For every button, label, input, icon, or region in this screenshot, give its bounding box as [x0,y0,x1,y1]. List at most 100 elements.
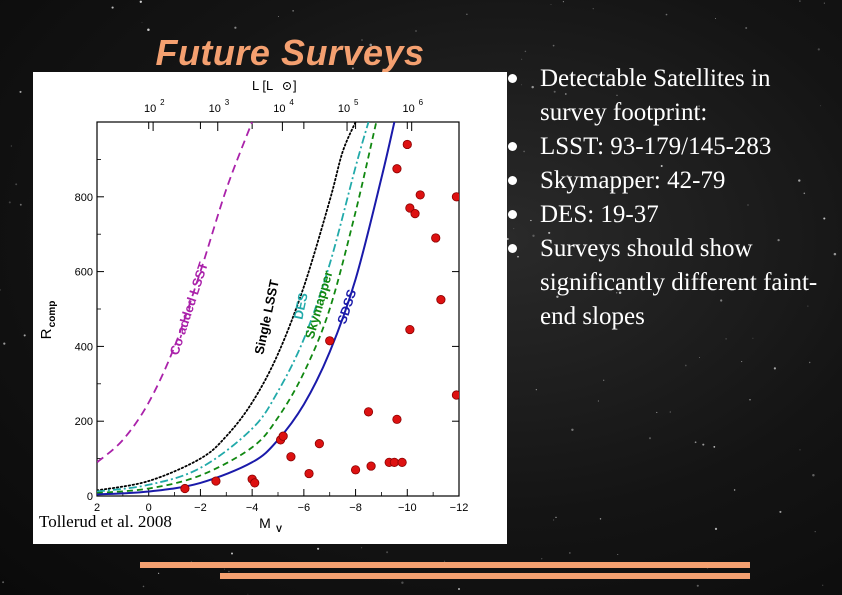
star [361,547,363,549]
star [566,174,569,178]
data-point [250,478,260,488]
star [648,437,652,440]
x-tick-label: −10 [398,502,417,514]
top-tick-label: 10 [144,103,156,115]
data-point [211,476,221,486]
bullet-item: LSST: 93-179/145-283 [508,130,842,164]
data-point [451,192,459,202]
star [798,179,801,182]
star [713,445,716,448]
star [807,305,809,307]
star [741,361,743,363]
star [553,519,555,521]
data-point [389,457,399,467]
star [553,90,556,93]
y-tick-label: 600 [75,267,93,279]
bullet-item: Skymapper: 42-79 [508,164,842,198]
star [812,473,815,477]
curve-label-des: DES [290,291,310,321]
chart-figure: 2 0 −2 −4 −6 −8 −10 −12 0 200 400 600 800 10 2 10 3 10 4 10… [33,72,507,544]
star [684,364,687,367]
star [823,2,825,4]
star [714,527,718,531]
y-axis-label: R [38,328,55,339]
data-point [180,483,190,494]
star [532,234,535,237]
x-tick-label: −2 [194,502,207,514]
citation-label: Tollerud et al. 2008 [39,512,172,531]
x-tick-label: −8 [349,502,362,514]
data-point [415,190,425,200]
star [555,516,557,519]
star [277,15,279,17]
star [521,58,523,60]
top-tick-label: 10 [403,103,415,115]
x-tick-label: −12 [450,502,469,514]
data-point [397,457,407,467]
star [733,489,736,491]
star [571,428,574,432]
star [234,26,237,29]
star [618,291,622,294]
star [317,547,320,550]
star [3,342,6,345]
bullet-item: Surveys should show significantly differ… [508,232,842,334]
top-tick-exponent: 4 [289,98,294,107]
chart-svg: 2 0 −2 −4 −6 −8 −10 −12020040060080010210310410… [38,78,469,534]
star [556,295,559,299]
star [517,255,519,258]
top-tick-exponent: 6 [419,98,424,107]
top-tick-exponent: 5 [354,98,359,107]
star [660,165,663,167]
star [698,105,700,107]
star [569,552,571,554]
star [777,238,780,242]
x-tick-label: −4 [246,502,259,514]
star [10,145,12,147]
star [157,572,160,574]
sun-symbol-icon [283,82,291,90]
star [752,337,754,339]
star [466,13,468,15]
curve-single-lsst [97,122,357,492]
curve-des [97,122,370,493]
curves-group [97,122,396,496]
star [749,399,751,401]
star [814,530,816,533]
curve-label-group: SDSS [334,287,359,326]
star [699,357,700,358]
curve-skymapper [97,122,378,494]
x-axis-label: M [259,515,271,531]
star [616,94,618,96]
curve-label-sdss: SDSS [334,287,359,326]
star [675,244,677,246]
star [609,189,611,191]
data-point [363,407,374,417]
star [142,585,145,588]
top-tick-label: 10 [338,103,350,115]
star [696,584,699,587]
data-point [451,390,459,400]
star [319,52,321,55]
data-point [366,461,376,471]
star [817,48,820,51]
star [523,150,525,153]
star [799,449,801,451]
star [616,292,618,294]
star [15,183,18,186]
star [779,510,782,513]
star [799,0,801,2]
data-point [304,468,314,479]
data-point [402,139,412,150]
star [361,39,363,41]
data-point [286,452,296,462]
star [552,44,555,47]
star [564,93,567,95]
x-tick-label: −6 [298,502,311,514]
star [597,400,599,402]
star [548,231,551,234]
star [745,27,748,29]
star [19,90,22,93]
star [224,568,226,570]
star [531,85,534,89]
